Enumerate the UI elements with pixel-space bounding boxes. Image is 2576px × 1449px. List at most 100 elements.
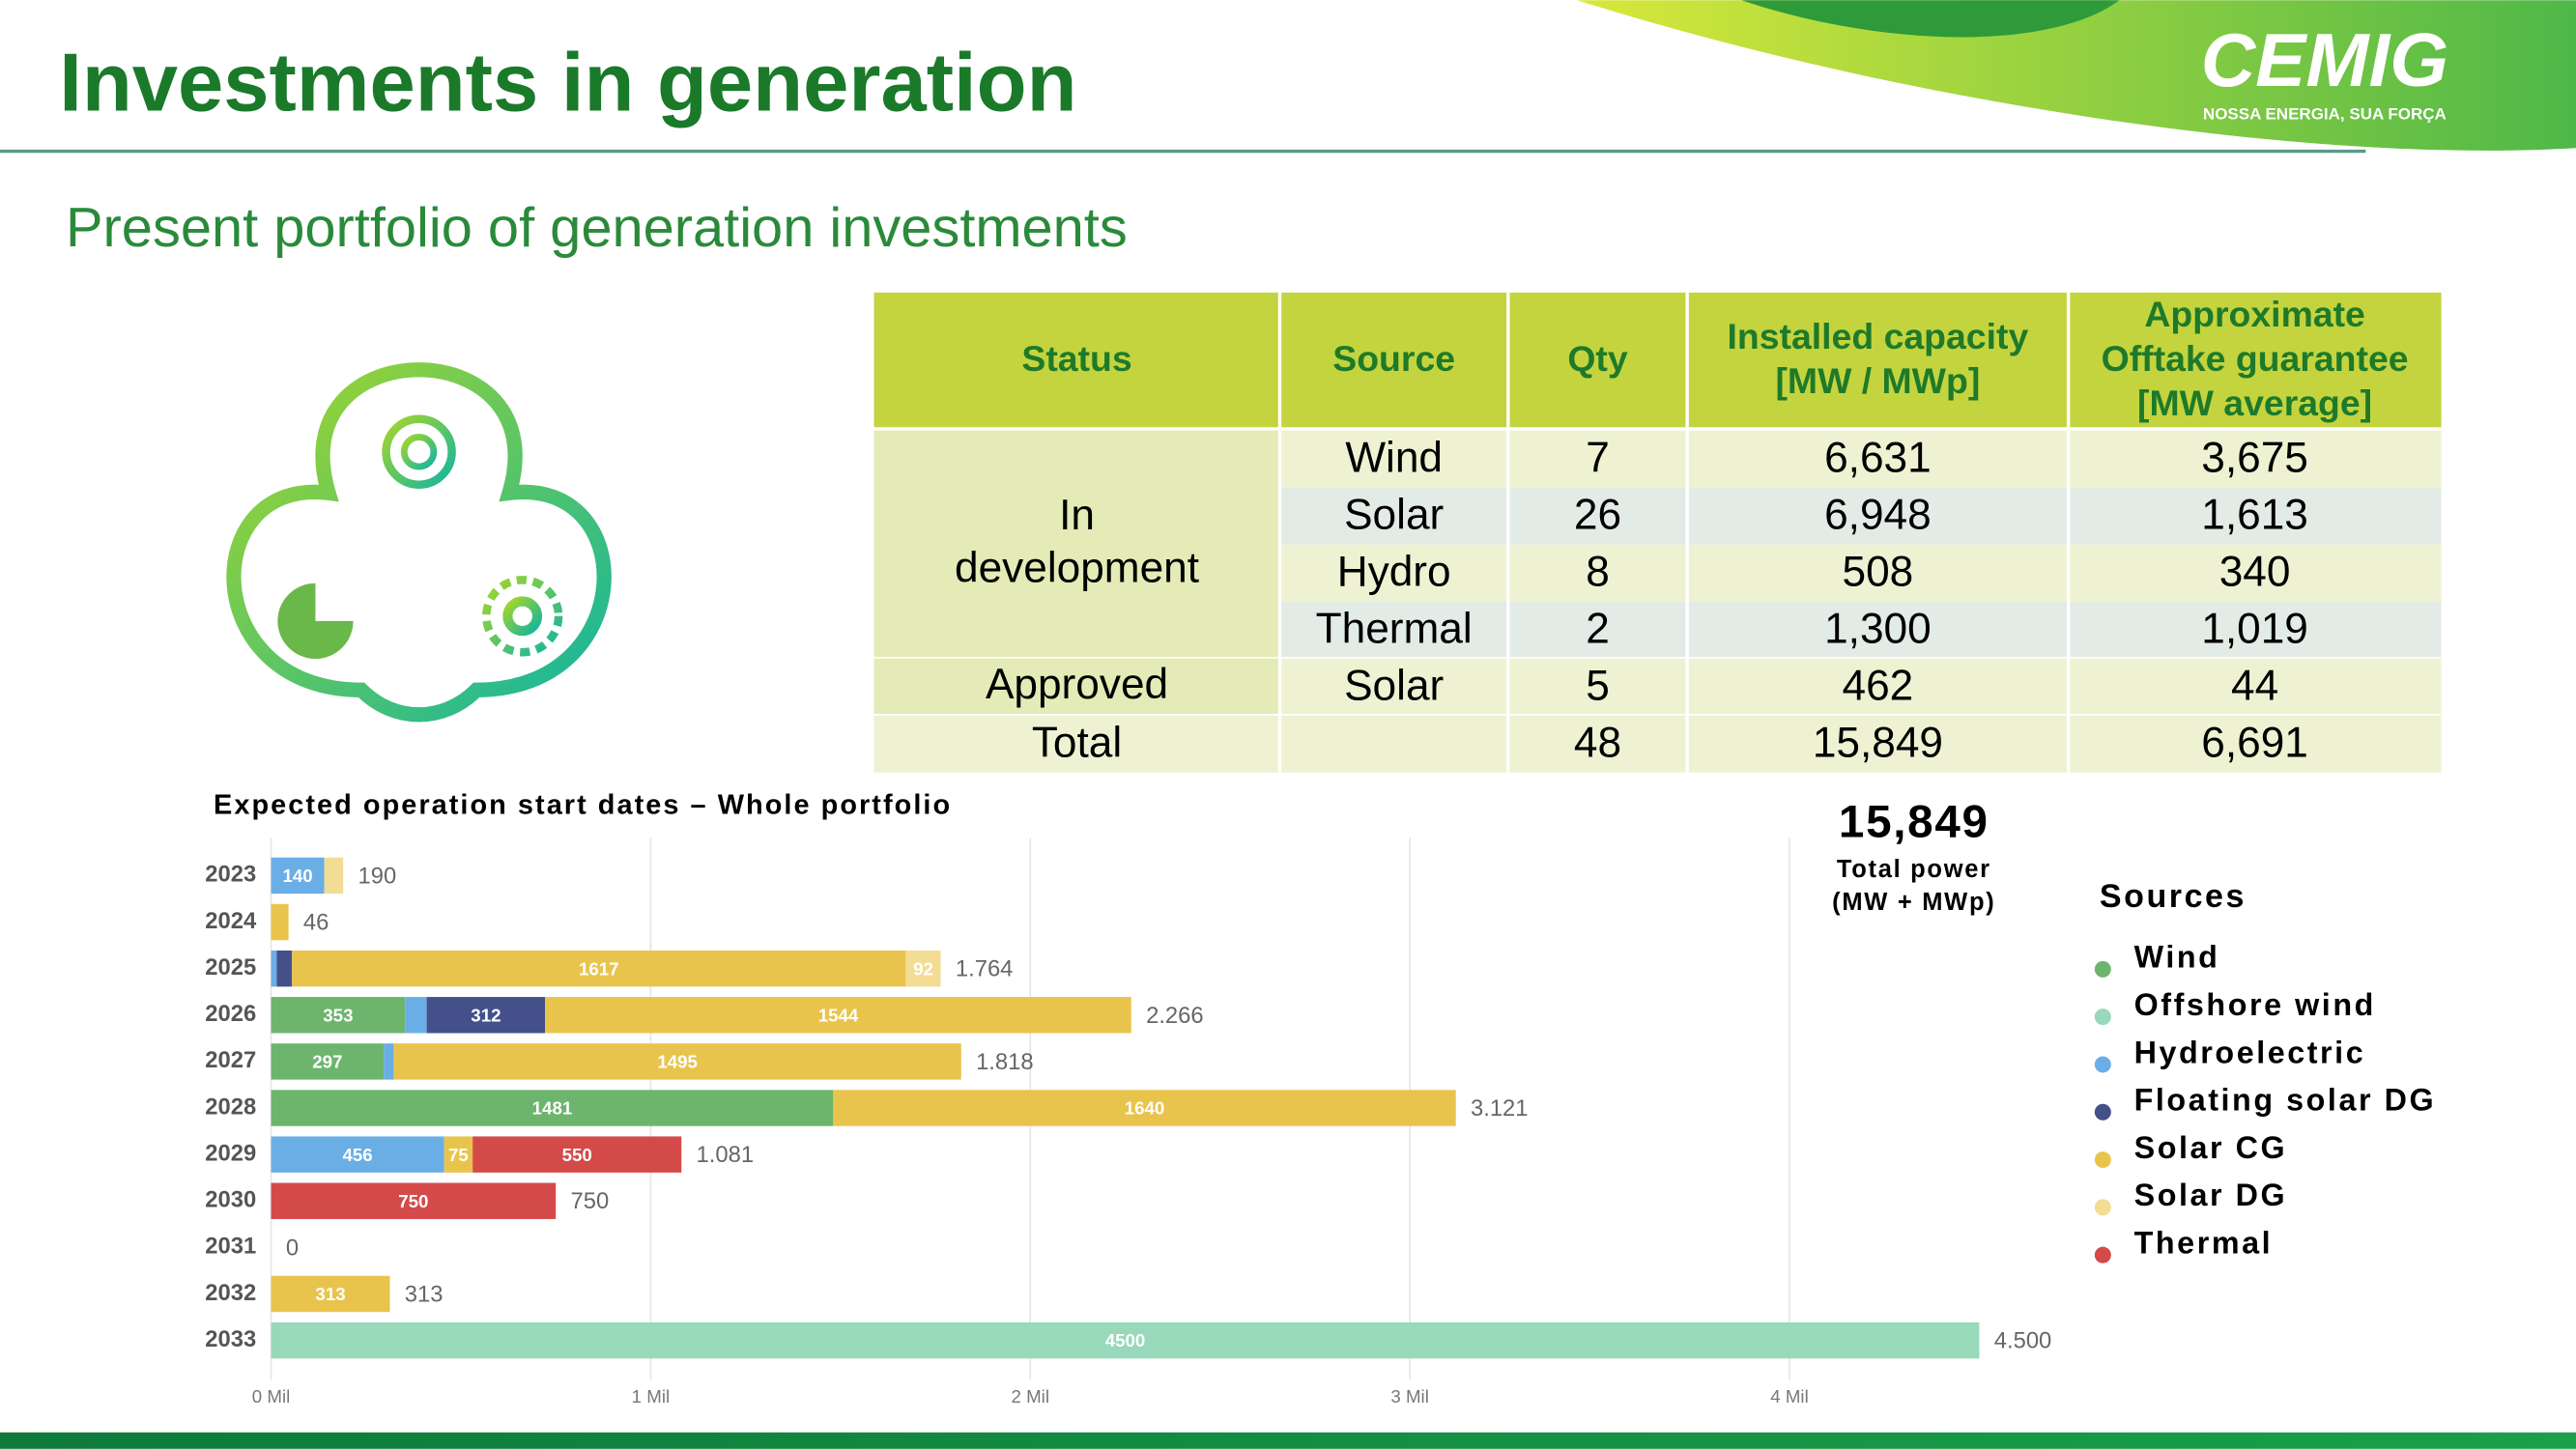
table-cell: 1,613: [2201, 492, 2308, 539]
total-label: 313: [405, 1281, 444, 1307]
table-cell: 26: [1574, 492, 1621, 539]
swoosh: [1577, 0, 2576, 151]
table-header: Installed capacity: [1728, 316, 2029, 356]
table-header: Approximate: [2144, 294, 2365, 334]
bar-label: 297: [312, 1052, 342, 1072]
chart: Expected operation start dates – Whole p…: [205, 790, 2437, 1406]
bar-segment: [271, 1275, 390, 1313]
total-label: 46: [303, 910, 329, 936]
legend-label: Offshore wind: [2134, 987, 2376, 1022]
table-header: [MW average]: [2137, 383, 2372, 423]
y-tick-label: 2028: [205, 1094, 256, 1120]
bar-label: 313: [315, 1284, 345, 1304]
bar-label: 353: [323, 1005, 353, 1025]
table-cell: Thermal: [1316, 606, 1473, 653]
table-header: Qty: [1567, 338, 1628, 379]
bar-segment: [393, 1043, 961, 1080]
legend-label: Floating solar DG: [2134, 1083, 2437, 1118]
table-header: Offtake guarantee: [2102, 338, 2409, 379]
bar-label: 92: [913, 958, 933, 979]
table-total: 48: [1574, 720, 1621, 767]
total-label: 2.266: [1146, 1003, 1204, 1029]
table-status: development: [955, 545, 1199, 592]
y-tick-label: 2024: [205, 908, 257, 934]
table-status-bg: [873, 430, 1280, 659]
bar-label: 75: [448, 1145, 469, 1165]
y-tick-label: 2025: [205, 954, 256, 980]
legend-swatch: [2094, 1246, 2111, 1264]
bar-segment: [426, 997, 546, 1034]
table-cell: 340: [2219, 549, 2291, 596]
bar-segment: [545, 997, 1131, 1034]
table-status-bg: [873, 658, 1280, 716]
table: Status Source Qty Installed capacity[MW / M…: [873, 292, 2442, 773]
bar-segment: [271, 1090, 834, 1126]
legend-swatch: [2094, 1056, 2111, 1073]
y-tick-label: 2023: [205, 862, 256, 888]
legend-title: Sources: [2100, 878, 2247, 915]
tagline: NOSSA ENERGIA, SUA FORÇA: [2203, 105, 2447, 124]
bar-label: 456: [343, 1145, 373, 1165]
bar-segment: [271, 950, 277, 987]
total-label: 1.081: [697, 1142, 755, 1168]
bar-segment: [276, 950, 293, 987]
legend-swatch: [2094, 960, 2111, 978]
table-cell: Solar: [1344, 492, 1444, 539]
bar-segment: [324, 857, 344, 895]
bar-label: 1640: [1125, 1098, 1165, 1119]
x-tick-label: 0 Mil: [252, 1386, 290, 1406]
legend-label: Thermal: [2134, 1226, 2274, 1261]
bar-segment: [444, 1136, 473, 1173]
table-cell: 44: [2231, 663, 2278, 710]
total-label: 750: [570, 1188, 609, 1214]
table-cell: 508: [1843, 549, 1914, 596]
table-row-bg: [1279, 544, 2442, 602]
total-label: 1.764: [956, 956, 1014, 982]
total-label: 190: [358, 863, 396, 889]
kpi-label: Total power: [1837, 856, 1991, 883]
table-row-bg: [1279, 487, 2442, 545]
bar-label: 750: [398, 1191, 428, 1211]
legend-swatch: [2094, 1009, 2111, 1026]
bar-segment: [472, 1136, 682, 1173]
table-header: Source: [1332, 338, 1455, 379]
bar-segment: [405, 997, 427, 1034]
bar-label: 312: [471, 1005, 501, 1025]
table-cell: 1,300: [1824, 606, 1932, 653]
y-tick-label: 2033: [205, 1326, 256, 1352]
table-total: 15,849: [1813, 720, 1943, 767]
table-cell: 5: [1586, 663, 1610, 710]
table-cell: Wind: [1345, 435, 1443, 482]
y-tick-label: 2030: [205, 1187, 256, 1213]
table-cell: Solar: [1344, 663, 1444, 710]
bar-label: 1617: [579, 958, 619, 979]
table-row-bg: [1279, 658, 2442, 716]
table-cell: Hydro: [1337, 549, 1451, 596]
bar-label: 4500: [1105, 1330, 1146, 1350]
bar-segment: [271, 1321, 1980, 1359]
x-tick-label: 4 Mil: [1770, 1386, 1808, 1406]
table-cell: 6,948: [1824, 492, 1932, 539]
table-row-bg: [1279, 430, 2442, 488]
table-cell: 1,019: [2201, 606, 2308, 653]
bar-segment: [271, 1182, 557, 1219]
legend-label: Hydroelectric: [2134, 1035, 2366, 1069]
legend-swatch: [2094, 1103, 2111, 1121]
bar-segment: [271, 997, 406, 1034]
table-header: [MW / MWp]: [1775, 360, 1980, 401]
title: Investments in generation: [59, 37, 1076, 128]
table-header-bg: [873, 292, 2442, 428]
swoosh-dark: [1741, 0, 2120, 38]
table-cell: 2: [1586, 606, 1610, 653]
table-header: Status: [1021, 338, 1131, 379]
bar-segment: [271, 1136, 444, 1173]
y-tick-label: 2032: [205, 1280, 256, 1306]
total-label: 3.121: [1471, 1095, 1529, 1122]
y-tick-label: 2031: [205, 1234, 256, 1260]
subtitle: Present portfolio of generation investme…: [66, 197, 1128, 259]
table-cell: 7: [1586, 435, 1610, 482]
bar-segment: [905, 950, 941, 987]
chart-title: Expected operation start dates – Whole p…: [214, 790, 952, 821]
